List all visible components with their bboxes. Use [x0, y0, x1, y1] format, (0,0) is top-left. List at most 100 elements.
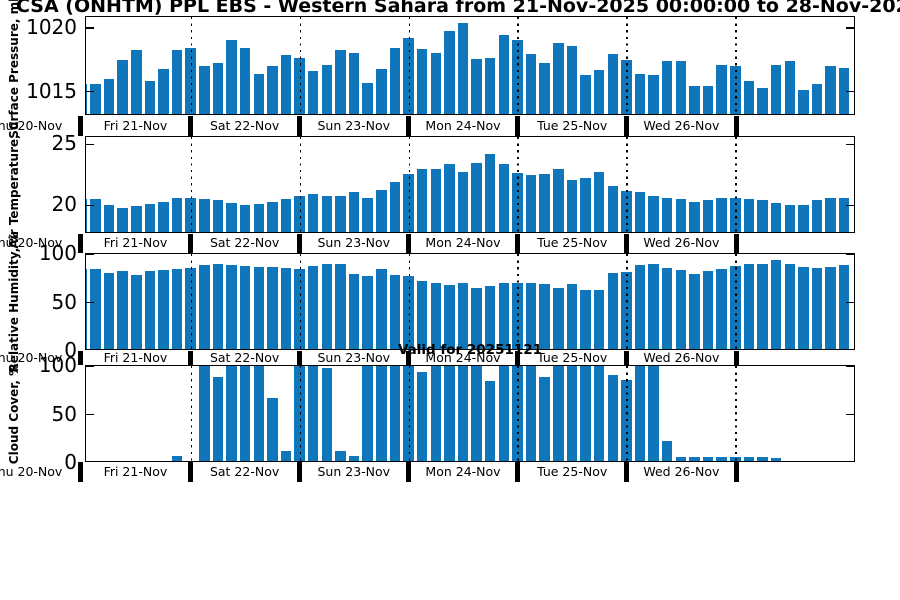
y-tick-mark: [846, 254, 854, 255]
y-tick-mark: [86, 413, 94, 416]
bar: [321, 195, 333, 232]
day-label: Sat 22-Nov: [209, 349, 280, 365]
bar: [239, 366, 251, 461]
bar: [716, 197, 727, 232]
day-gridline: [408, 366, 411, 461]
bar: [348, 456, 360, 461]
bar: [566, 46, 578, 114]
day-label: Sat 22-Nov: [209, 235, 280, 250]
bar: [348, 273, 360, 349]
bar: [226, 265, 237, 349]
y-tick-mark: [846, 366, 854, 367]
day-tick: [187, 350, 193, 365]
day-tick: [296, 350, 302, 365]
y-tick-mark: [86, 91, 94, 93]
bar: [716, 269, 727, 349]
bar: [280, 450, 292, 461]
day-gridline: [190, 366, 193, 461]
day-gridline: [626, 17, 628, 114]
bar: [86, 199, 88, 232]
y-tick-label: 1015: [26, 78, 77, 103]
day-gridline: [517, 254, 520, 349]
bar: [757, 200, 768, 232]
bar: [634, 191, 646, 232]
bar: [212, 264, 224, 349]
day-tick: [78, 350, 84, 365]
bar: [580, 290, 591, 349]
bar: [430, 282, 442, 349]
bar: [457, 171, 469, 232]
bar: [117, 207, 128, 232]
day-tick: [733, 115, 739, 136]
y-tick-label: 1020: [26, 14, 77, 39]
day-tick: [733, 462, 739, 482]
bar: [144, 203, 156, 232]
bar: [648, 264, 659, 349]
bar: [566, 366, 578, 461]
day-gridline: [517, 366, 520, 461]
day-tick: [405, 233, 411, 253]
bar: [675, 270, 687, 349]
temperature-panel: [85, 136, 855, 233]
day-tick: [624, 115, 630, 136]
bar: [376, 68, 387, 114]
bar: [593, 171, 605, 232]
bar: [702, 200, 714, 232]
day-gridline: [190, 254, 193, 349]
day-label: Fri 21-Nov: [103, 235, 168, 250]
day-label: Sun 23-Nov: [317, 464, 391, 479]
y-tick-mark: [86, 366, 94, 367]
bar: [716, 65, 727, 114]
bar: [226, 40, 237, 114]
y-tick-mark: [86, 204, 94, 206]
day-gridline: [408, 17, 411, 114]
bar: [308, 194, 319, 232]
cloud-panel: [85, 365, 855, 462]
y-axis-label: Air Temperature, C: [7, 120, 21, 249]
day-axis-strip: Thu 20-Nov Fri 21-Nov Sat 22-Nov Sun 23-Nov…: [0, 233, 855, 253]
day-label: Thu 20-Nov: [0, 464, 63, 479]
day-label: Sat 22-Nov: [209, 464, 280, 479]
bar: [131, 50, 142, 114]
bar: [770, 202, 782, 232]
bar: [362, 82, 373, 114]
bar: [376, 189, 387, 232]
day-gridline: [299, 17, 302, 114]
day-gridline: [190, 137, 193, 232]
day-tick: [78, 115, 84, 136]
bar: [280, 199, 292, 232]
bar: [498, 35, 510, 114]
bar: [199, 199, 210, 232]
bar: [689, 86, 700, 114]
bar: [308, 366, 319, 461]
day-tick: [405, 462, 411, 482]
bar: [239, 266, 251, 349]
bar: [757, 87, 768, 114]
bar: [770, 259, 782, 349]
day-tick: [296, 233, 302, 253]
day-label: Fri 21-Nov: [103, 464, 168, 479]
bar: [770, 458, 782, 461]
y-tick-mark: [86, 143, 94, 145]
bar: [267, 201, 278, 232]
day-label: Sun 23-Nov: [317, 235, 391, 250]
bar: [825, 197, 836, 232]
y-tick-label: 25: [51, 131, 77, 156]
bar: [675, 457, 687, 461]
y-tick-mark: [846, 301, 854, 304]
bar: [485, 57, 496, 114]
bar: [280, 268, 292, 349]
day-label: Tue 25-Nov: [537, 117, 608, 133]
bar: [485, 381, 496, 461]
bar: [226, 202, 237, 232]
bar: [416, 48, 428, 114]
day-gridline: [408, 254, 411, 349]
bar: [457, 22, 469, 114]
bar: [798, 205, 809, 232]
bar: [308, 266, 319, 349]
bar: [607, 273, 618, 349]
humidity-panel: [85, 253, 855, 350]
day-tick: [624, 350, 630, 365]
bar: [335, 195, 346, 232]
y-tick-label: 50: [51, 289, 77, 314]
